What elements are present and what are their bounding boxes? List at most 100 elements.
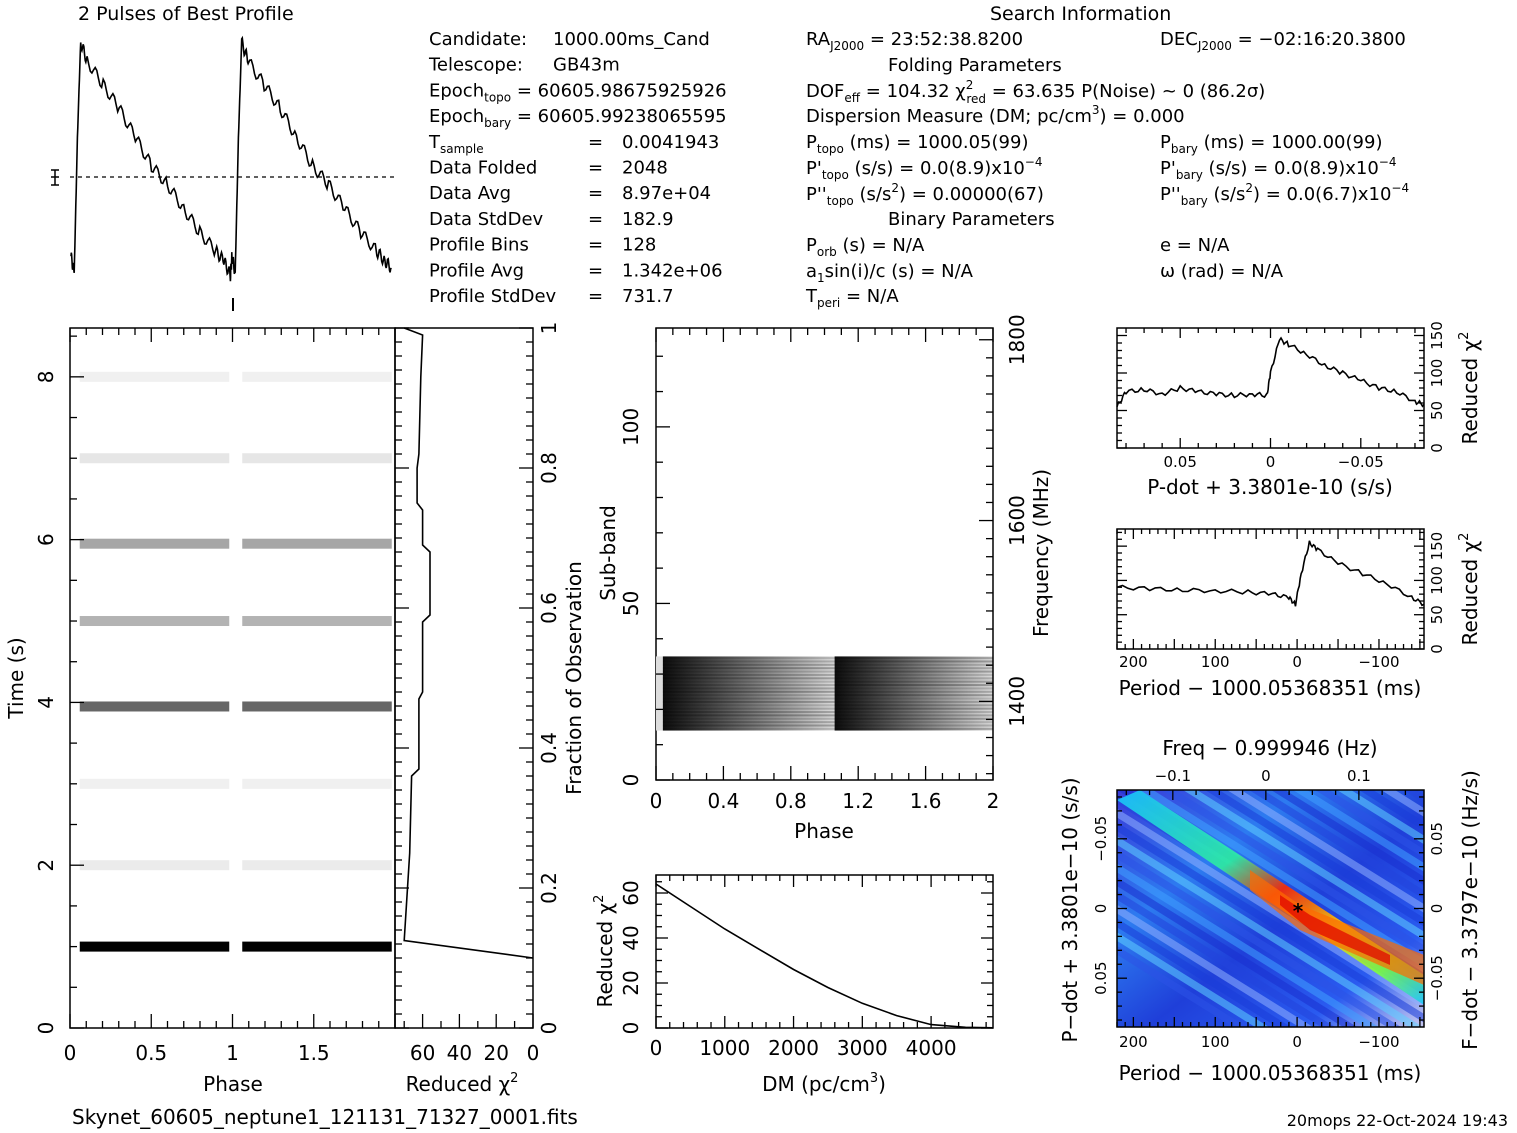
map-right-label: F−dot − 3.3797e−10 (Hz/s) [1458,770,1482,1050]
subband-channel [834,667,993,670]
map-stripe [1117,904,1313,1027]
tick-label: 0 [650,1036,663,1060]
tick-label: 0.6 [537,592,561,624]
tperi-label: Tperi = N/A [805,286,899,310]
tick-label: 1.5 [298,1041,330,1065]
profile-title: 2 Pulses of Best Profile [78,3,294,25]
tick-label: 6 [34,533,58,546]
tick-label: 1 [537,322,561,335]
tick-label: 0 [1428,644,1446,654]
subband-channel [834,680,993,683]
time-row-pulse1 [79,860,230,871]
subband-channel [834,717,993,720]
tick-label: 1000 [699,1036,750,1060]
time-row-pulse1 [79,941,230,952]
pdot-bary: P'bary (s/s) = 0.0(8.9)x10−4 [1160,155,1397,182]
subband-channel [662,690,835,693]
subband-channel [662,684,835,687]
subband-channel [662,667,835,670]
subband-pulse-block [834,656,993,731]
profile-plot [51,35,396,311]
info-label: Data StdDev [429,209,544,230]
dof-label: DOFeff = 104.32 χ2 red = 63.635 P(Noise) … [806,78,1265,106]
tick-label: 40 [619,925,643,950]
tick-label: 0.5 [135,1041,167,1065]
tick-label: 60 [619,880,643,905]
period-chi2-curve [1116,540,1425,607]
tick-label: 0.8 [775,789,807,813]
time-row-pulse2 [242,701,392,712]
tick-label: 100 [1201,653,1230,671]
period-pdot-map: * 200 100 0 −100 −0.1 0 0.1 −0.05 0 0.05 0.05 0 −0.0… [1058,736,1517,1085]
subband-channel [662,704,835,707]
subband-channel [834,660,993,663]
tick-label: 0.8 [537,452,561,484]
time-chi2-curve [403,327,534,959]
tick-label: 150 [1428,532,1446,561]
ra-label: RAJ2000 = 23:52:38.8200 [806,29,1023,53]
tick-label: 100 [1428,566,1446,595]
tick-label: −100 [1358,1033,1399,1051]
subband-channel [834,673,993,676]
subband-ylabel: Sub-band [596,505,620,601]
tick-label: 0 [1428,443,1446,453]
tick-label: 0.05 [1164,453,1197,471]
info-value: 0.0041943 [622,132,719,153]
info-label: Tsample [428,132,484,156]
tick-label: 0.05 [1428,822,1446,855]
tick-label: 40 [447,1041,472,1065]
subband-channel [662,711,835,714]
subband-channel [662,677,835,680]
map-stripe [1491,790,1517,1027]
tick-label: 150 [1428,321,1446,350]
info-label: Telescope: [428,55,523,76]
map-top-label: Freq − 0.999946 (Hz) [1162,736,1377,760]
map-stripe [1117,945,1247,1027]
tick-label: 1800 [1005,314,1029,365]
tick-label: 2 [34,859,58,872]
info-value: 2048 [622,158,668,179]
info-label: Epochtopo = 60605.98675925926 [429,80,727,104]
tick-label: −0.05 [1338,453,1384,471]
footer-stamp: 20mops 22-Oct-2024 19:43 [1287,1111,1508,1130]
subband-channel [834,687,993,690]
tick-label: 4000 [906,1036,957,1060]
time-row-pulse2 [242,453,392,464]
subband-channel [662,663,835,666]
subband-channel [834,707,993,710]
folding-title: Folding Parameters [888,55,1062,76]
binary-title: Binary Parameters [888,209,1055,230]
time-row-pulse1 [79,778,230,789]
tick-label: 0 [1292,1033,1302,1051]
subband-channel [834,727,993,730]
info-value: 182.9 [622,209,674,230]
map-stripe [1117,822,1424,1023]
tick-label: 0 [619,774,643,787]
tick-label: −100 [1358,653,1399,671]
dm-label: Dispersion Measure (DM; pc/cm3) = 0.000 [806,103,1185,127]
map-stripe [1117,918,1291,1027]
tick-label: −0.1 [1155,767,1191,785]
tick-label: 200 [1119,1033,1148,1051]
dm-chi2-plot: 0 1000 2000 3000 4000 0 20 40 60 DM (pc/cm3) Red… [592,874,994,1096]
omega-label: ω (rad) = N/A [1160,261,1284,282]
tick-label: 0 [619,1022,643,1035]
info-label: Epochbary = 60605.99238065595 [429,106,727,130]
asini-label: a1sin(i)/c (s) = N/A [806,261,974,285]
map-stripe [1293,790,1424,872]
info-label: Candidate: [429,29,527,50]
subband-channel [662,721,835,724]
info-eq: = [588,209,603,230]
info-eq: = [588,132,603,153]
tick-label: 200 [1119,653,1148,671]
time-row-pulse2 [242,616,392,627]
subband-channel [662,670,835,673]
subband-edge [656,656,663,731]
tick-label: 0 [650,789,663,813]
map-xlabel: Period − 1000.05368351 (ms) [1119,1061,1422,1085]
tick-label: 0 [1092,904,1110,914]
subband-channel [834,697,993,700]
dm-xlabel: DM (pc/cm3) [762,1071,886,1096]
time-chi2-ylabel: Fraction of Observation [562,561,586,795]
tick-label: 1.6 [910,789,942,813]
